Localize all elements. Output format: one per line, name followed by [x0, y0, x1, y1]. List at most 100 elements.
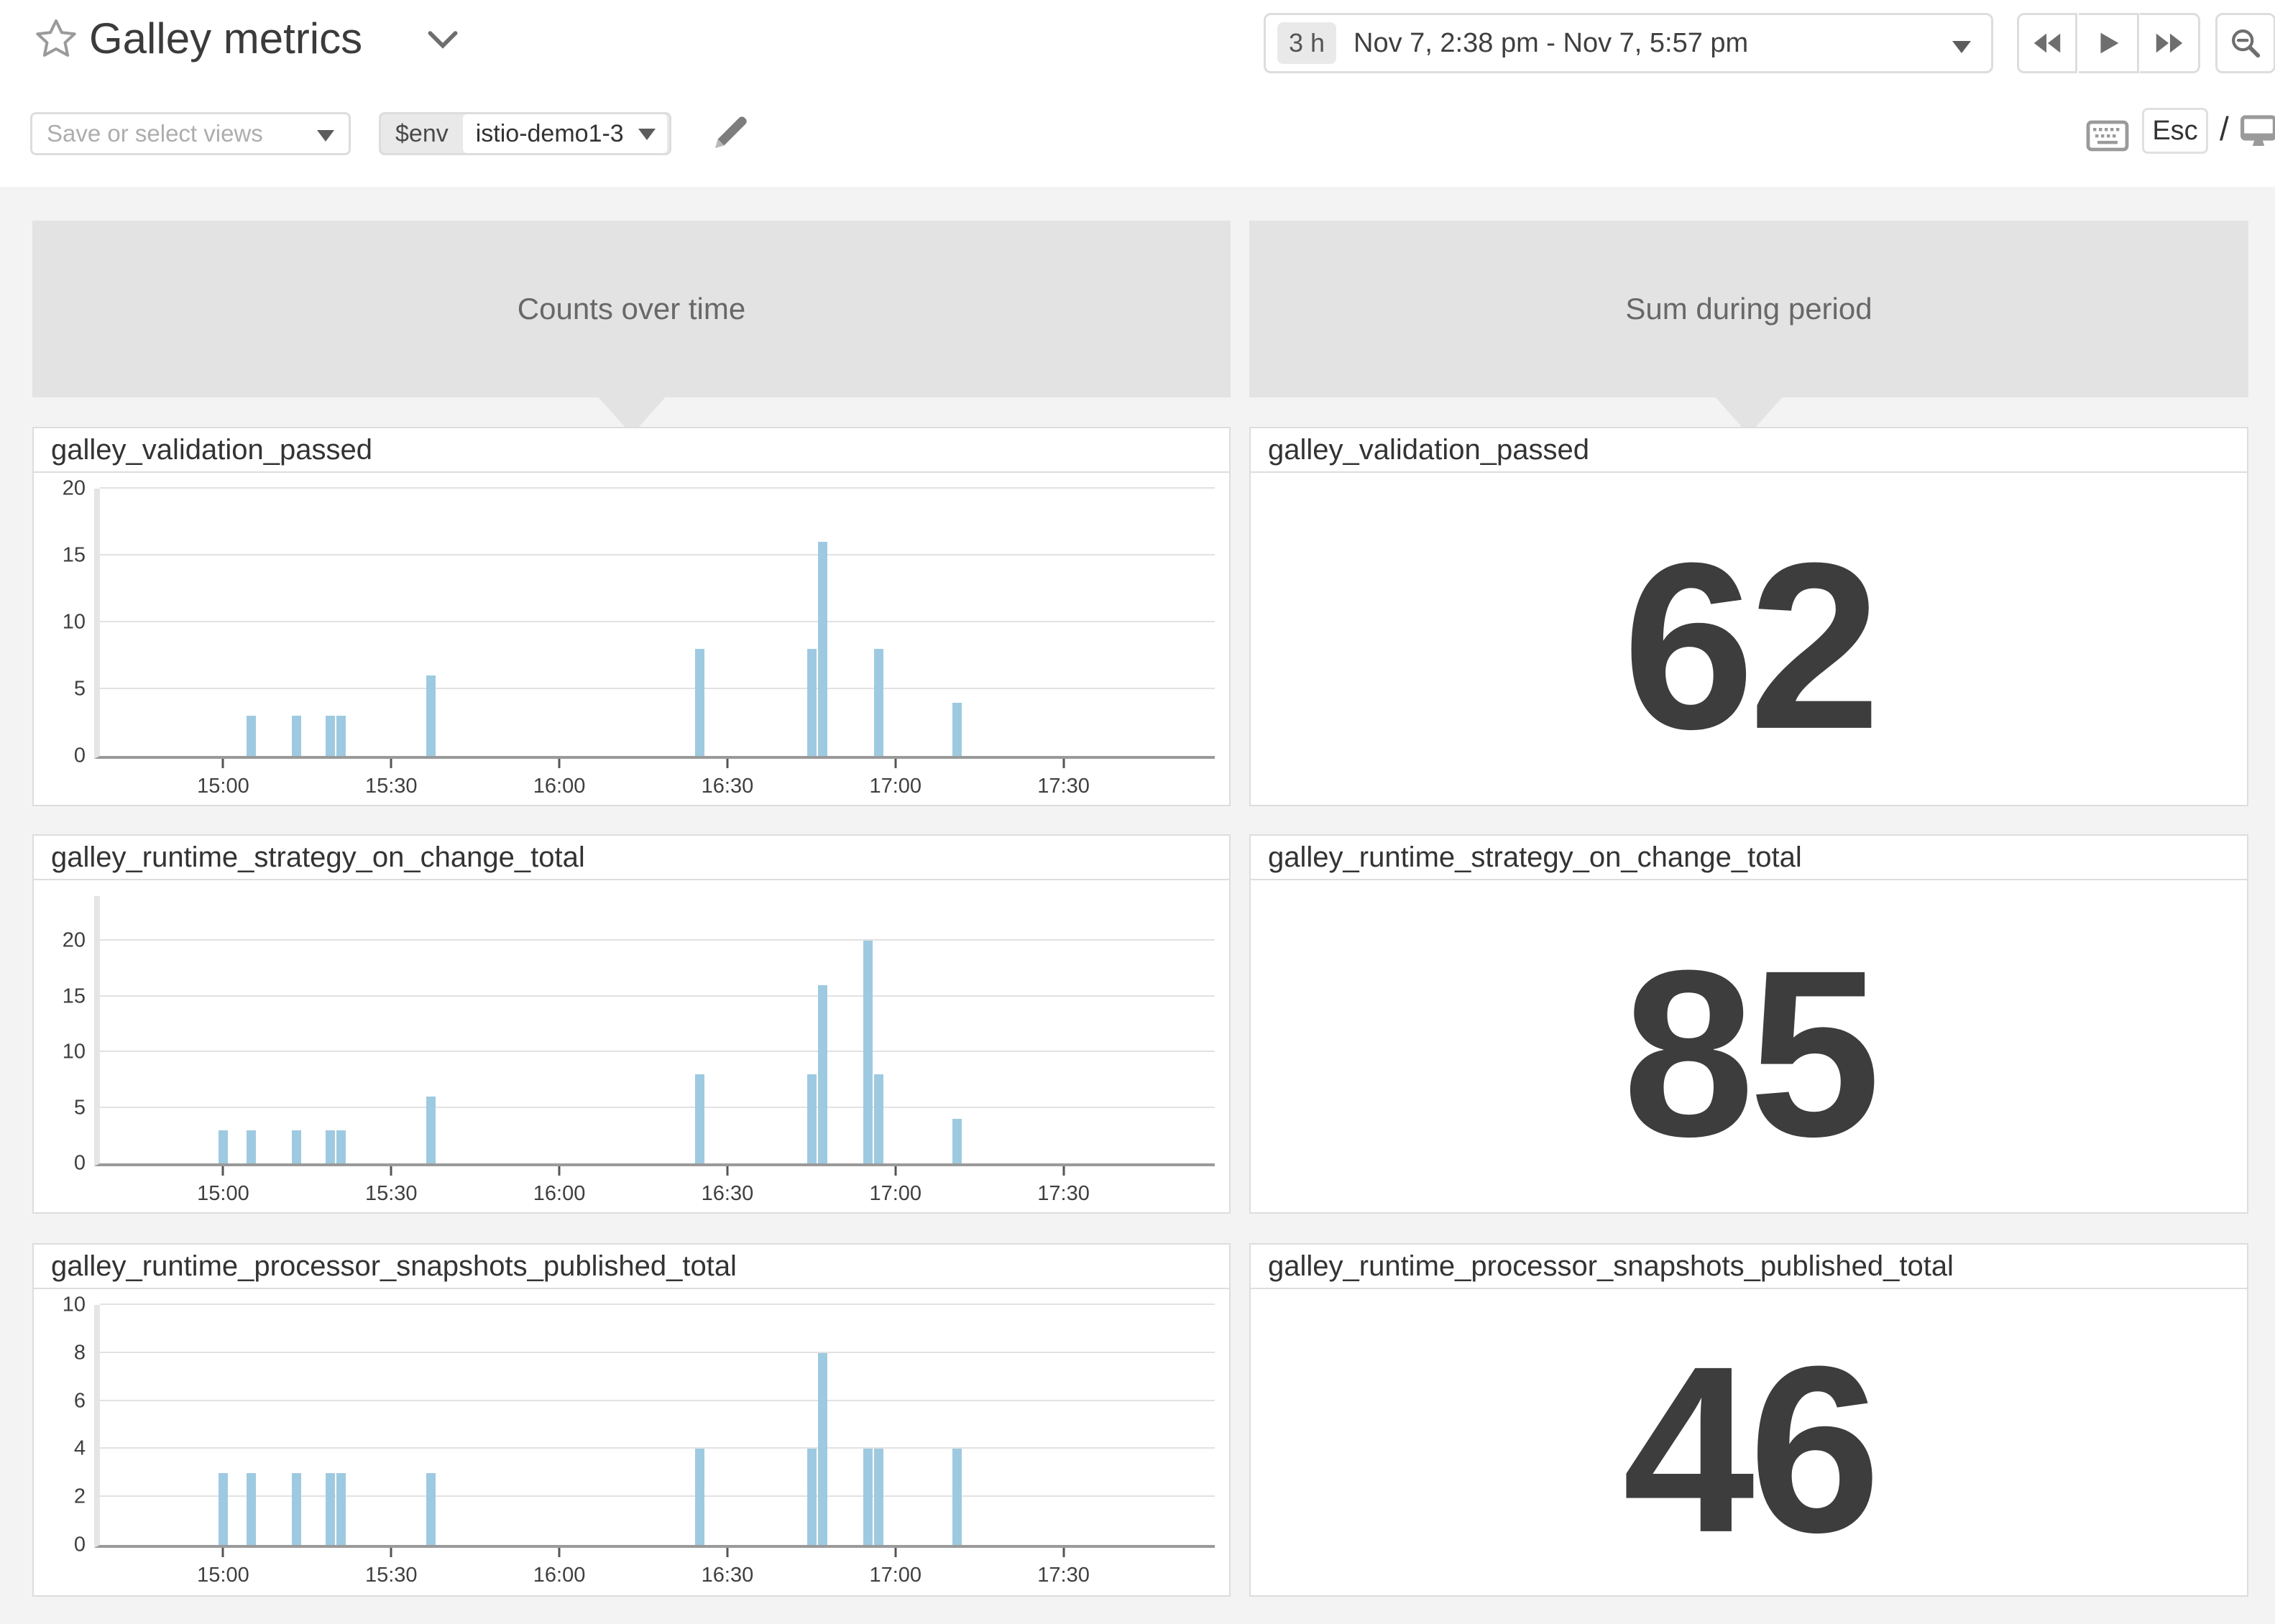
- bar: [247, 716, 257, 756]
- keyboard-icon: [2086, 120, 2129, 152]
- x-tick-label: 17:30: [1037, 775, 1090, 798]
- bar: [952, 702, 962, 756]
- dashboard-area: Counts over time Sum during period galle…: [0, 187, 2275, 1624]
- rewind-icon: [2033, 33, 2061, 53]
- zoom-out-button[interactable]: [2215, 13, 2275, 73]
- bar: [336, 1472, 346, 1545]
- x-tick: [558, 1548, 561, 1557]
- env-variable-value: istio-demo1-3: [475, 119, 624, 147]
- y-tick-label: 2: [73, 1485, 86, 1508]
- y-tick-label: 15: [62, 543, 86, 567]
- x-tick: [390, 1166, 392, 1176]
- chart-title: galley_runtime_processor_snapshots_publi…: [1251, 1245, 2247, 1289]
- value-card-strategy-on-change: galley_runtime_strategy_on_change_total …: [1249, 834, 2248, 1214]
- column-header-label: Counts over time: [517, 292, 746, 326]
- rewind-button[interactable]: [2017, 13, 2077, 73]
- env-value-box[interactable]: istio-demo1-3: [462, 114, 667, 153]
- gridline: [100, 1447, 1215, 1449]
- x-tick-label: 16:30: [701, 1564, 754, 1587]
- edit-pencil-icon[interactable]: [707, 109, 753, 155]
- chart-title: galley_validation_passed: [34, 428, 1229, 473]
- bar: [325, 1130, 335, 1163]
- bar: [247, 1130, 257, 1163]
- bar: [336, 1130, 346, 1163]
- bar: [291, 1472, 301, 1545]
- x-tick: [558, 759, 561, 768]
- fast-forward-button[interactable]: [2140, 13, 2200, 73]
- gridline: [100, 995, 1215, 997]
- favorite-star-icon[interactable]: [33, 16, 79, 62]
- bar: [863, 1449, 873, 1545]
- chart-title: galley_validation_passed: [1251, 428, 2247, 473]
- single-value-number: 62: [1622, 512, 1880, 778]
- gridline: [100, 554, 1215, 555]
- bar: [426, 675, 436, 756]
- play-button[interactable]: [2079, 13, 2139, 73]
- bar: [325, 1472, 335, 1545]
- views-select[interactable]: Save or select views: [30, 112, 351, 155]
- x-tick: [390, 1548, 392, 1557]
- y-tick-label: 10: [62, 610, 86, 634]
- chart-card-validation-passed: galley_validation_passed 0 5 10 15 20 15:00 15…: [32, 427, 1231, 806]
- bar: [291, 716, 301, 756]
- x-tick-label: 15:30: [364, 1182, 418, 1205]
- column-header-sum: Sum during period: [1249, 221, 2248, 435]
- env-variable-select[interactable]: $env istio-demo1-3: [379, 112, 671, 155]
- x-tick: [221, 1166, 224, 1176]
- y-tick-label: 0: [73, 1151, 86, 1175]
- x-tick-label: 17:30: [1037, 1182, 1090, 1205]
- single-value-number: 46: [1622, 1316, 1880, 1582]
- x-tick-label: 15:00: [197, 775, 249, 798]
- y-tick-label: 10: [62, 1293, 86, 1316]
- play-icon: [2100, 32, 2118, 54]
- single-value-body: 85: [1251, 880, 2247, 1212]
- y-tick-label: 4: [73, 1436, 86, 1460]
- gridline: [100, 1106, 1215, 1108]
- gridline: [100, 1495, 1215, 1498]
- x-tick: [390, 759, 392, 768]
- value-card-snapshots-published: galley_runtime_processor_snapshots_publi…: [1249, 1243, 2248, 1597]
- y-tick-label: 20: [62, 928, 86, 952]
- x-tick-label: 16:00: [533, 775, 586, 798]
- bar: [336, 716, 346, 756]
- bar: [863, 941, 873, 1163]
- x-tick: [726, 1166, 729, 1176]
- bar: [694, 649, 704, 756]
- title-chevron-down-icon[interactable]: [423, 24, 463, 56]
- y-tick-label: 0: [73, 1533, 86, 1556]
- x-tick: [726, 759, 729, 768]
- gridline: [100, 1351, 1215, 1353]
- x-tick: [1062, 1166, 1065, 1176]
- env-select-caret-icon: [638, 129, 656, 140]
- time-range-picker[interactable]: 3 h Nov 7, 2:38 pm - Nov 7, 5:57 pm: [1264, 13, 1993, 73]
- x-tick-label: 16:00: [533, 1564, 586, 1587]
- x-tick: [894, 1548, 897, 1557]
- x-tick-label: 17:30: [1037, 1564, 1090, 1587]
- gridline: [100, 688, 1215, 689]
- column-header-label: Sum during period: [1625, 292, 1872, 326]
- bar: [818, 985, 828, 1163]
- bar: [325, 716, 335, 756]
- bar: [694, 1074, 704, 1163]
- y-tick-label: 10: [62, 1040, 86, 1064]
- chart-card-snapshots-published: galley_runtime_processor_snapshots_publi…: [32, 1243, 1231, 1597]
- gridline: [100, 487, 1215, 489]
- bar: [874, 1449, 884, 1545]
- bar: [426, 1097, 436, 1163]
- x-tick-label: 17:00: [869, 1564, 922, 1587]
- bar: [806, 1074, 817, 1163]
- fast-forward-icon: [2156, 33, 2182, 53]
- views-select-caret-icon: [317, 130, 334, 142]
- zoom-out-icon: [2232, 29, 2261, 58]
- y-tick-label: 20: [62, 476, 86, 500]
- bar: [818, 1352, 828, 1545]
- bar-chart-validation-passed: 0 5 10 15 20 15:00 15:30 16:00 16:30 17:00 17:30: [63, 477, 1215, 798]
- bar: [806, 649, 817, 756]
- chart-title: galley_runtime_processor_snapshots_publi…: [34, 1245, 1229, 1289]
- bar: [952, 1119, 962, 1163]
- x-tick: [558, 1166, 561, 1176]
- monitor-icon: [2240, 115, 2275, 146]
- y-tick-label: 8: [73, 1341, 86, 1365]
- y-tick-label: 5: [73, 1096, 86, 1119]
